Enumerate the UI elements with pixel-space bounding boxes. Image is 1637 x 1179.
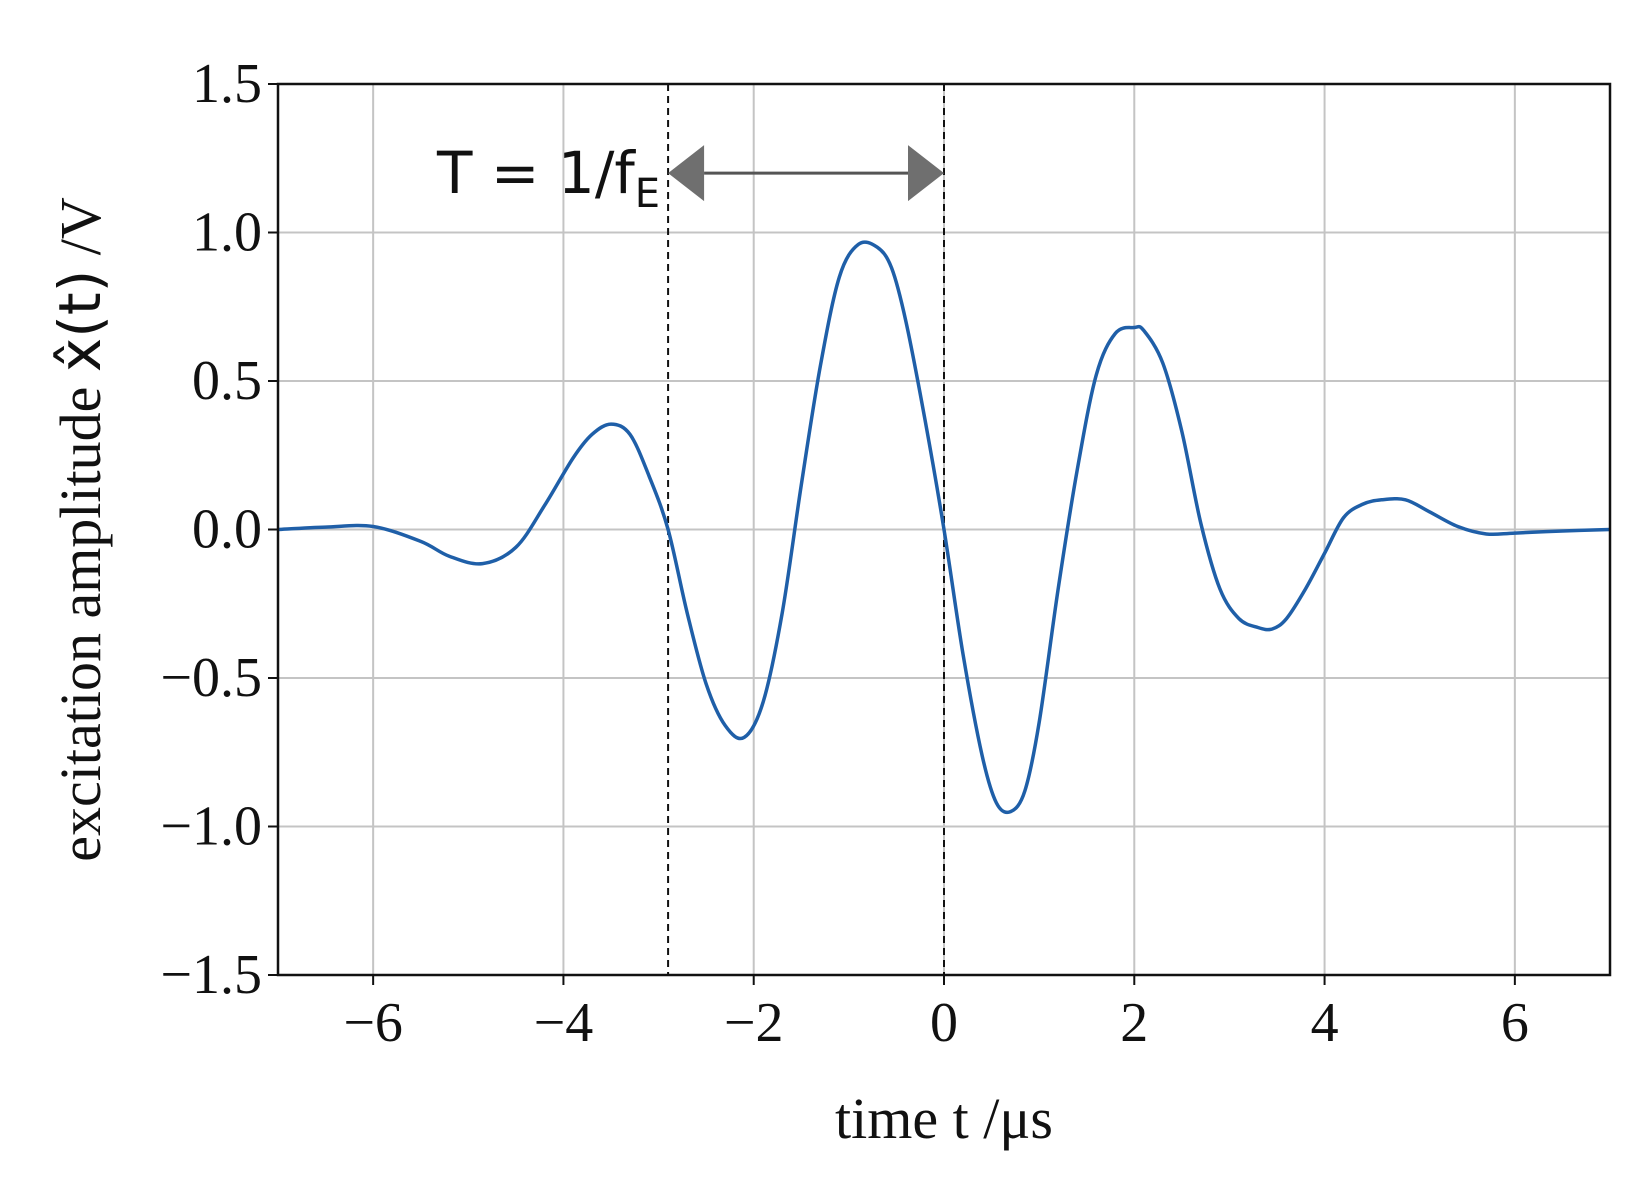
x-tick-label: 2 [1120, 992, 1148, 1054]
x-axis-ticks: −6 −4 −2 0 2 4 6 [343, 975, 1529, 1054]
series-line [277, 240, 1611, 815]
period-label-subscript: E [635, 171, 660, 217]
annotation-layer: T = 1/fE [436, 139, 944, 217]
y-axis-ticks: 1.5 1.0 0.5 0.0 −0.5 −1.0 −1.5 [160, 53, 278, 1006]
period-arrow-left-head [668, 145, 705, 202]
x-tick-label: 6 [1501, 992, 1529, 1054]
y-axis-label-symbol: x̂(t) [46, 270, 114, 372]
y-axis-label-suffix: /V [48, 197, 113, 270]
y-tick-label: −1.0 [160, 796, 262, 858]
series-layer [277, 240, 1611, 815]
y-axis-label-prefix: excitation amplitude [48, 372, 113, 862]
x-tick-label: −6 [343, 992, 403, 1054]
y-tick-label: −1.5 [160, 944, 262, 1006]
x-tick-label: 0 [930, 992, 958, 1054]
period-arrow-right-head [908, 145, 944, 202]
y-tick-label: 1.5 [192, 53, 262, 115]
period-label-main: T = 1/f [436, 139, 636, 207]
period-label: T = 1/fE [436, 139, 660, 217]
y-tick-label: 0.5 [192, 350, 262, 412]
x-axis-label: time t /μs [835, 1086, 1053, 1151]
x-tick-label: −4 [534, 992, 594, 1054]
y-tick-label: 1.0 [192, 202, 262, 264]
y-tick-label: −0.5 [160, 647, 262, 709]
y-tick-label: 0.0 [192, 499, 262, 561]
x-tick-label: −2 [724, 992, 784, 1054]
x-tick-label: 4 [1311, 992, 1339, 1054]
y-axis-label: excitation amplitude x̂(t) /V [46, 197, 114, 862]
